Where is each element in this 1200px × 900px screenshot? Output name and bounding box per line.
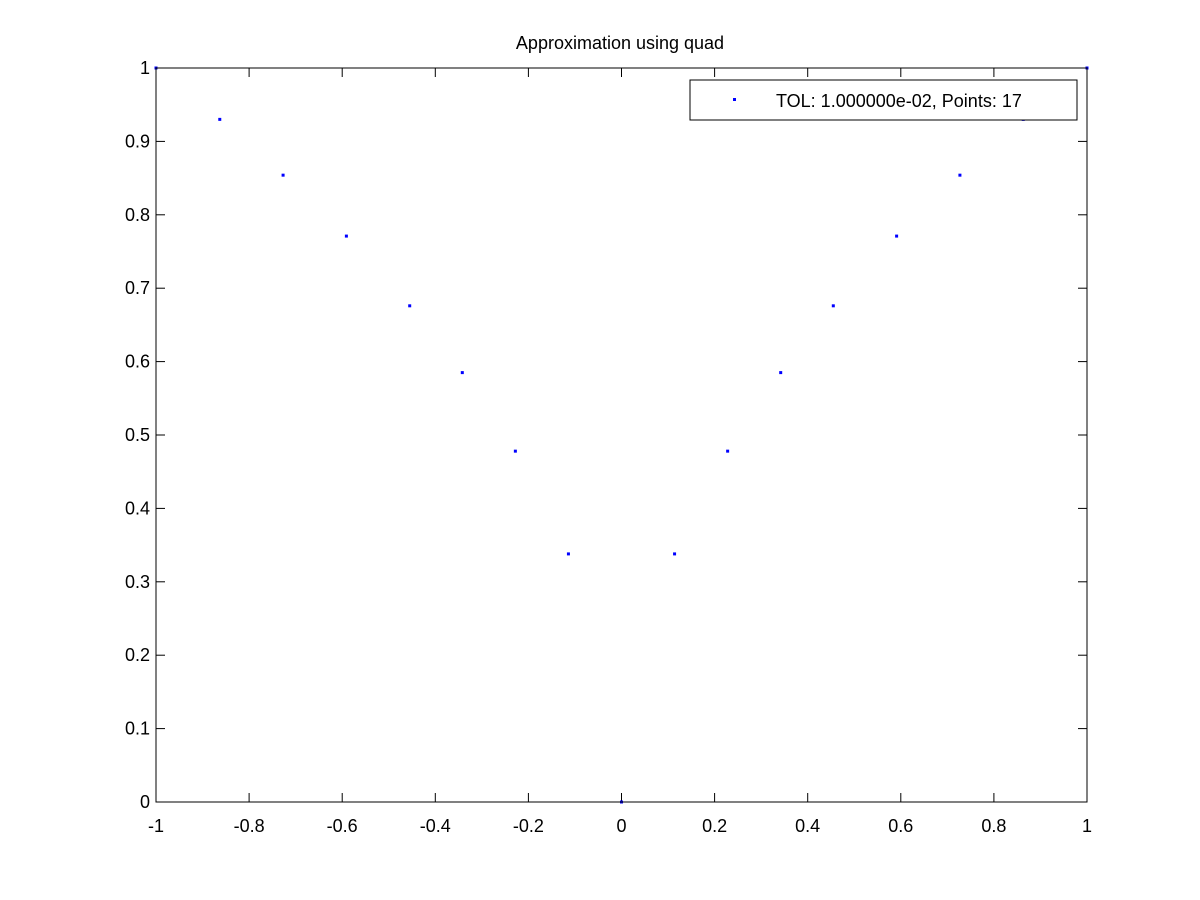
data-point xyxy=(218,117,222,121)
x-tick-label: -0.6 xyxy=(327,816,358,836)
data-point xyxy=(958,173,962,177)
y-tick-label: 0 xyxy=(140,792,150,812)
y-tick-label: 0.7 xyxy=(125,278,150,298)
x-tick-label: 0.6 xyxy=(888,816,913,836)
legend-label: TOL: 1.000000e-02, Points: 17 xyxy=(776,91,1022,111)
legend: TOL: 1.000000e-02, Points: 17 xyxy=(689,79,1078,121)
legend-box xyxy=(689,79,1078,121)
data-point xyxy=(513,449,517,453)
data-point xyxy=(281,173,285,177)
x-tick-label: -0.2 xyxy=(513,816,544,836)
data-point xyxy=(831,304,835,308)
data-point xyxy=(779,371,783,375)
legend-marker xyxy=(733,98,736,101)
x-tick-label: 0.8 xyxy=(981,816,1006,836)
ticks-layer: -1 -0.8 -0.6 -0.4 -0.2 0 0.2 0.4 0.6 0.8 1 0 0.1 0.2 0… xyxy=(125,58,1092,836)
data-point xyxy=(460,371,464,375)
y-tick-label: 0.4 xyxy=(125,498,150,518)
data-point xyxy=(408,304,412,308)
data-point xyxy=(895,234,899,238)
x-tick-label: 0.2 xyxy=(702,816,727,836)
plot-area-frame xyxy=(155,67,1088,803)
y-tick-label: 0.8 xyxy=(125,205,150,225)
x-tick-label: 0.4 xyxy=(795,816,820,836)
y-tick-label: 0.6 xyxy=(125,352,150,372)
chart-title: Approximation using quad xyxy=(516,33,724,53)
y-tick-label: 0.2 xyxy=(125,645,150,665)
y-tick-label: 1 xyxy=(140,58,150,78)
data-point xyxy=(673,552,677,556)
data-point xyxy=(566,552,570,556)
x-tick-label: -0.8 xyxy=(234,816,265,836)
data-point xyxy=(344,234,348,238)
y-tick-label: 0.5 xyxy=(125,425,150,445)
x-tick-label: -0.4 xyxy=(420,816,451,836)
x-tick-label: -1 xyxy=(148,816,164,836)
data-point xyxy=(726,449,730,453)
y-tick-label: 0.9 xyxy=(125,131,150,151)
x-tick-label: 1 xyxy=(1082,816,1092,836)
y-tick-label: 0.1 xyxy=(125,719,150,739)
y-tick-label: 0.3 xyxy=(125,572,150,592)
x-tick-label: 0 xyxy=(616,816,626,836)
